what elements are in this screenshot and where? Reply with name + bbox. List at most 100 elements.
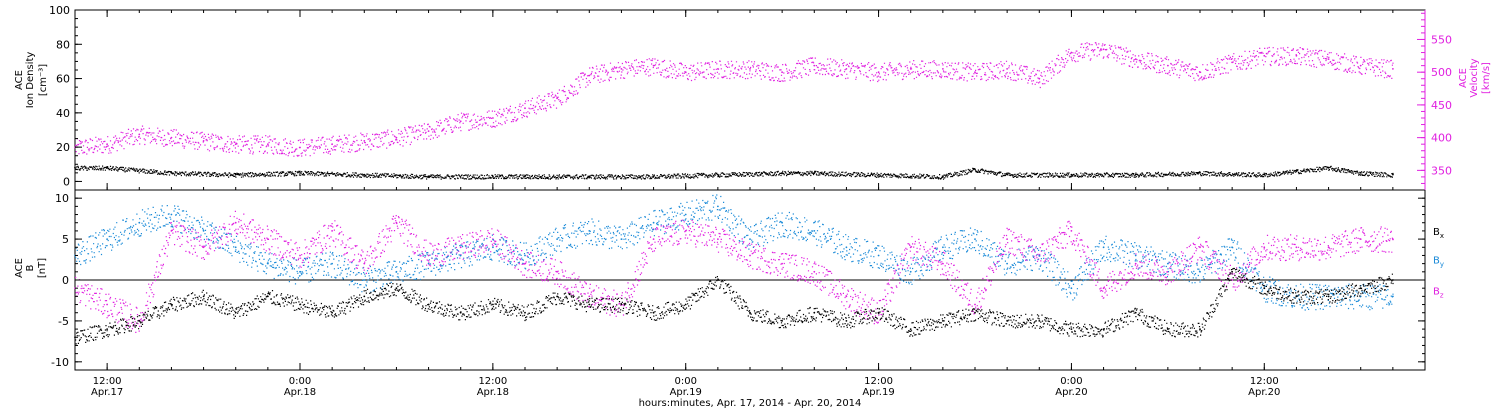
bx-point <box>1102 328 1105 330</box>
by-point <box>524 254 526 257</box>
bz-point <box>170 230 173 232</box>
x-axis-label: hours:minutes, Apr. 17, 2014 - Apr. 20, … <box>639 398 862 409</box>
bx-point <box>588 303 591 306</box>
legend-subscript: z <box>1440 292 1444 300</box>
by-point <box>459 254 462 257</box>
by-point <box>845 246 848 249</box>
density-point <box>974 168 976 171</box>
velocity-point <box>620 68 623 70</box>
bx-point <box>1006 320 1008 322</box>
top-ytick-label: 0 <box>63 175 70 188</box>
density-points <box>74 165 1394 180</box>
density-point <box>492 175 494 178</box>
by-point <box>1167 262 1169 265</box>
density-point <box>1134 173 1137 176</box>
velocity-point <box>1295 54 1298 57</box>
density-point <box>524 175 526 178</box>
velocity-point <box>1392 68 1394 70</box>
by-point <box>106 238 108 241</box>
velocity-point <box>267 143 269 146</box>
bz-point <box>1263 246 1266 249</box>
xtick-date-label: Apr.17 <box>91 387 123 398</box>
velocity-point <box>813 64 816 67</box>
velocity-point <box>395 136 398 139</box>
bz-point <box>974 303 976 306</box>
bx-dots <box>75 267 1394 345</box>
top-y2label-line: Velocity <box>1469 58 1480 97</box>
bz-point <box>299 254 301 257</box>
bz-point <box>1134 262 1137 265</box>
by-point <box>170 213 173 216</box>
velocity-point <box>202 140 205 142</box>
xtick-date-label: Apr.19 <box>862 387 894 398</box>
bx-point <box>652 311 655 314</box>
xtick-time-label: 0:00 <box>1060 376 1082 387</box>
velocity-point <box>106 143 108 146</box>
by-point <box>202 230 205 232</box>
by-point <box>1134 254 1137 257</box>
bz-point <box>1392 238 1394 241</box>
by-points <box>74 194 1394 311</box>
by-point <box>749 238 751 241</box>
velocity-point <box>234 143 237 146</box>
bz-point <box>942 262 944 265</box>
bz-point <box>363 262 366 265</box>
bz-point <box>267 238 269 241</box>
bx-point <box>942 320 944 322</box>
bx-point <box>556 295 558 298</box>
by-point <box>909 270 912 273</box>
velocity-point <box>1167 64 1169 67</box>
bz-point <box>556 270 558 273</box>
top-y2label-line: ACE <box>1458 68 1469 88</box>
xtick-time-label: 0:00 <box>674 376 696 387</box>
bx-point <box>684 303 687 306</box>
velocity-point <box>1102 48 1105 51</box>
velocity-point <box>942 68 944 70</box>
bx-point <box>749 311 751 314</box>
bz-point <box>106 303 108 306</box>
bx-point <box>267 295 269 298</box>
density-point <box>588 175 591 178</box>
bz-point <box>588 295 591 298</box>
velocity-point <box>1231 61 1233 64</box>
by-dots <box>75 194 1394 311</box>
xtick-time-label: 12:00 <box>1250 376 1279 387</box>
velocity-point <box>1070 51 1073 54</box>
by-point <box>395 270 398 273</box>
bz-point <box>1327 246 1330 249</box>
by-point <box>781 221 783 224</box>
density-point <box>1199 172 1201 174</box>
density-point <box>74 166 76 169</box>
top-y2label-unit: [km/s] <box>1481 62 1492 94</box>
xtick-time-label: 0:00 <box>289 376 311 387</box>
bx-point <box>1392 279 1394 281</box>
bx-point <box>427 303 430 306</box>
density-point <box>427 175 430 178</box>
bz-point <box>1070 230 1073 232</box>
velocity-point <box>588 74 591 77</box>
by-point <box>877 254 880 257</box>
top-ylabel-line: ACE <box>14 70 25 90</box>
by-point <box>492 246 494 249</box>
bz-point <box>909 246 912 249</box>
bz-point <box>524 262 526 265</box>
by-point <box>1070 287 1073 290</box>
velocity-point <box>717 68 719 70</box>
density-dots <box>75 165 1394 180</box>
by-point <box>267 262 269 265</box>
bx-point <box>299 303 301 306</box>
by-point <box>1392 295 1394 298</box>
bottom-ytick-label: 5 <box>62 233 69 246</box>
bx-point <box>234 311 237 314</box>
bx-point <box>974 311 976 314</box>
velocity-point <box>877 71 880 74</box>
xtick-time-label: 12:00 <box>864 376 893 387</box>
top-ylabel-unit: [cm⁻³] <box>38 64 49 96</box>
velocity-point <box>684 71 687 74</box>
velocity-point <box>974 71 976 74</box>
bx-point <box>1167 328 1169 330</box>
by-point <box>1231 246 1233 249</box>
velocity-point <box>138 133 141 136</box>
legend-label: B <box>1433 227 1440 238</box>
